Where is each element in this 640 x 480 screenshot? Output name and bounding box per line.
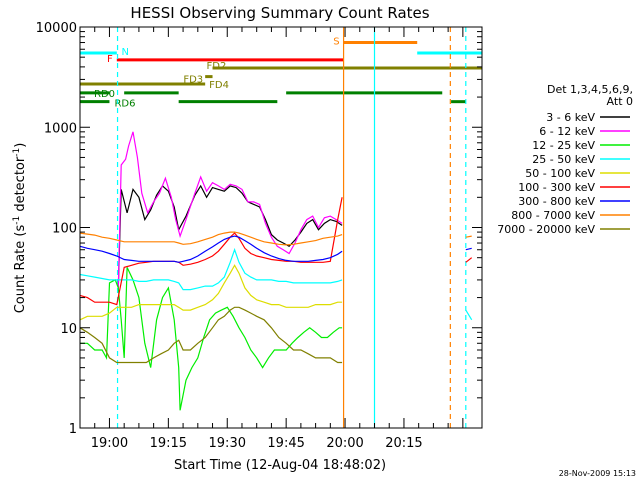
legend-header: Att 0 bbox=[607, 95, 633, 108]
flag-label-rd6: RD6 bbox=[114, 99, 135, 110]
legend-label: 6 - 12 keV bbox=[539, 125, 595, 138]
legend-header: Det 1,3,4,5,6,9, bbox=[547, 83, 633, 96]
y-label-sup1: -1 bbox=[12, 216, 22, 225]
series-line-4 bbox=[79, 264, 343, 321]
legend-label: 50 - 100 keV bbox=[525, 167, 595, 180]
flag-label-rd0: RD0 bbox=[94, 89, 115, 100]
x-tick-label: 20:00 bbox=[326, 436, 363, 451]
legend-label: 7000 - 20000 keV bbox=[497, 223, 595, 236]
series-line-6 bbox=[79, 235, 343, 263]
series-line-7 bbox=[79, 231, 343, 246]
y-tick-label: 10 bbox=[60, 322, 77, 337]
y-tick-label: 10000 bbox=[36, 21, 77, 36]
y-label-main: Count Rate (s bbox=[13, 225, 28, 314]
x-axis-label: Start Time (12-Aug-04 18:48:02) bbox=[174, 458, 386, 473]
x-tick-label: 19:30 bbox=[209, 436, 246, 451]
legend-label: 100 - 300 keV bbox=[518, 181, 595, 194]
flag-label-fd3: FD3 bbox=[183, 75, 203, 86]
footer-timestamp: 28-Nov-2009 15:13 bbox=[559, 469, 636, 478]
y-label-sup2: -1 bbox=[12, 148, 22, 157]
plot-background bbox=[80, 27, 482, 428]
legend-label: 800 - 7000 keV bbox=[511, 209, 595, 222]
svg-text:Count Rate (s-1 detector-1): Count Rate (s-1 detector-1) bbox=[12, 143, 28, 314]
late-segment-0 bbox=[465, 257, 473, 263]
x-tick-label: 19:15 bbox=[150, 436, 187, 451]
series-line-3 bbox=[79, 247, 343, 291]
flag-label-s: S bbox=[333, 37, 339, 48]
plot-axes: 1 10 100 1000 10000 19:00 19:15 19:30 19:45 20:00… bbox=[36, 21, 483, 451]
y-label-mid: detector bbox=[13, 156, 28, 216]
vertical-markers bbox=[116, 27, 467, 428]
flag-label-fd2: FD2 bbox=[207, 61, 227, 72]
series-lines bbox=[79, 131, 473, 411]
series-line-0 bbox=[117, 184, 343, 288]
legend-label: 25 - 50 keV bbox=[532, 153, 595, 166]
late-segment-3 bbox=[465, 235, 472, 238]
y-tick-label: 1 bbox=[69, 422, 77, 437]
series-line-8 bbox=[79, 306, 343, 364]
late-segment-2 bbox=[465, 247, 472, 251]
legend-label: 12 - 25 keV bbox=[532, 139, 595, 152]
legend-label: 300 - 800 keV bbox=[518, 195, 595, 208]
plot-area bbox=[80, 27, 482, 428]
late-segment-1 bbox=[465, 309, 473, 321]
x-tick-label: 19:45 bbox=[267, 436, 304, 451]
y-tick-label: 100 bbox=[52, 222, 77, 237]
legend-label: 3 - 6 keV bbox=[546, 111, 595, 124]
y-axis-label: Count Rate (s-1 detector-1) bbox=[12, 143, 28, 314]
series-line-2 bbox=[80, 267, 343, 411]
y-label-end: ) bbox=[13, 143, 28, 148]
flag-label-fd4: FD4 bbox=[209, 80, 229, 91]
flag-label-f: F bbox=[107, 54, 113, 65]
series-line-1 bbox=[117, 131, 343, 288]
flag-label-n: N bbox=[122, 47, 129, 58]
x-tick-label: 19:00 bbox=[91, 436, 128, 451]
x-tick-label: 20:15 bbox=[385, 436, 422, 451]
chart-title: HESSI Observing Summary Count Rates bbox=[130, 4, 429, 22]
y-tick-label: 1000 bbox=[44, 121, 77, 136]
